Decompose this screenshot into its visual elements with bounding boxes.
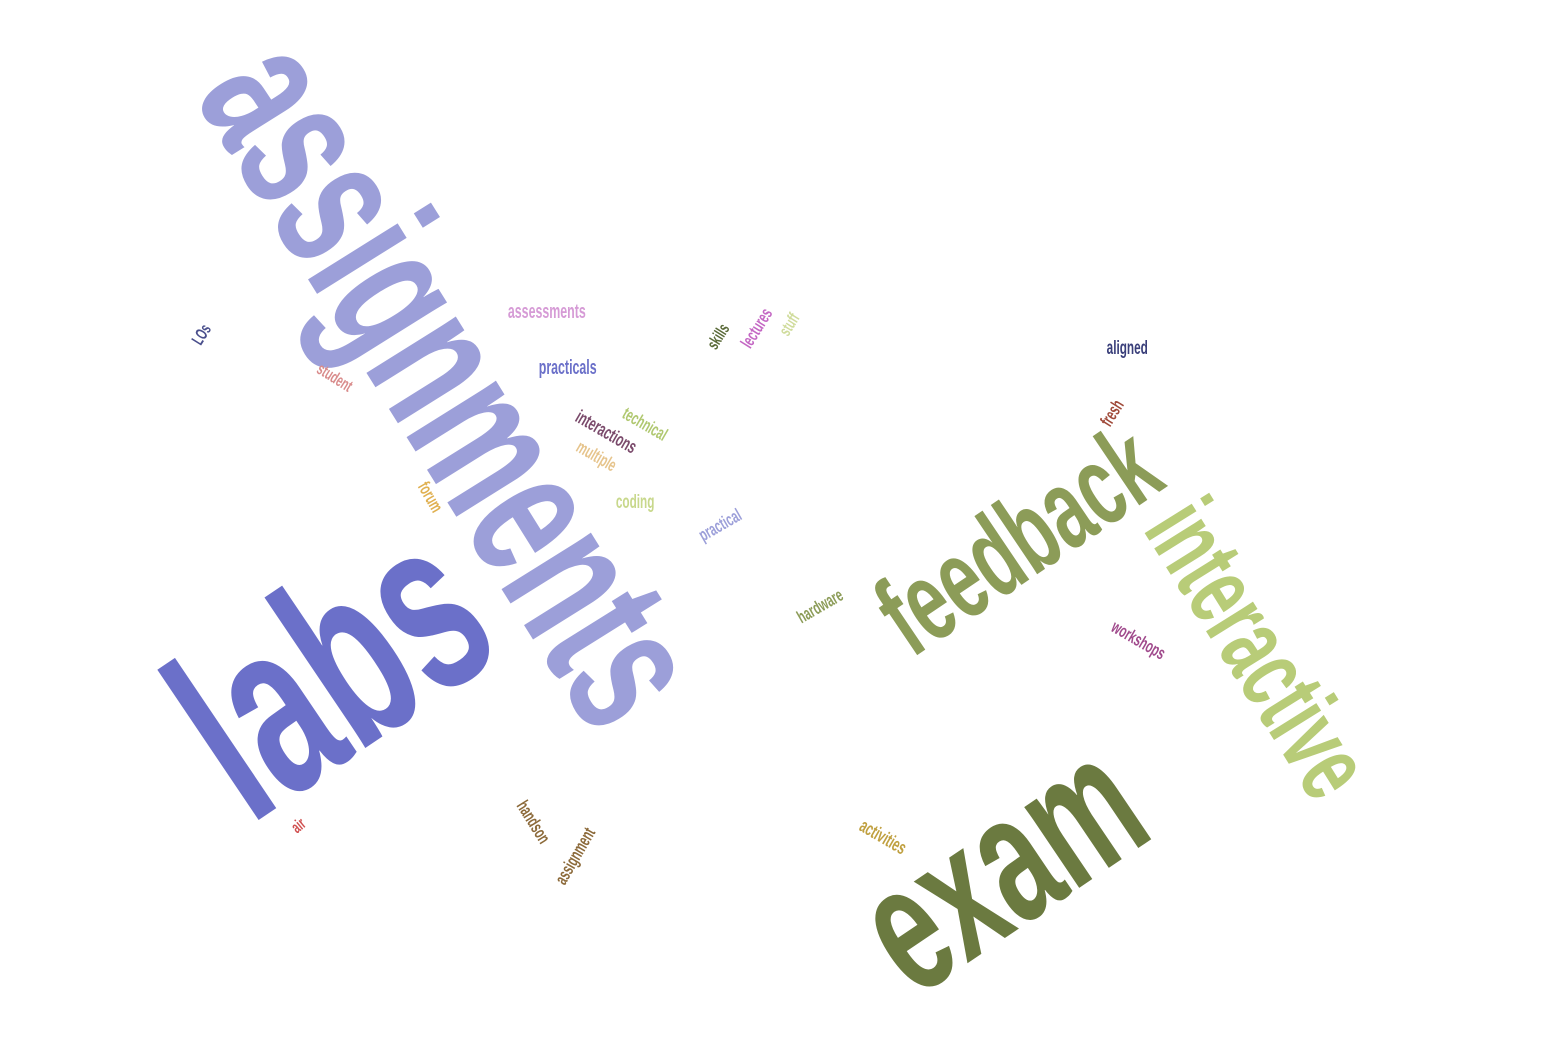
word-practicals: practicals (538, 357, 597, 379)
word-stuff: stuff (774, 309, 804, 339)
word-skills: skills (702, 319, 733, 353)
word-coding: coding (615, 491, 655, 513)
word-practical: practical (695, 504, 745, 546)
word-handson: handson (512, 796, 554, 848)
word-workshops: workshops (1107, 616, 1169, 664)
word-los: LOs (187, 320, 215, 348)
word-assignment: assignment (550, 824, 600, 888)
word-aligned: aligned (1106, 337, 1148, 359)
word-lectures: lectures (736, 304, 776, 352)
word-exam: exam (820, 697, 1180, 1033)
word-assessments: assessments (507, 301, 586, 323)
word-hardware: hardware (793, 584, 847, 628)
